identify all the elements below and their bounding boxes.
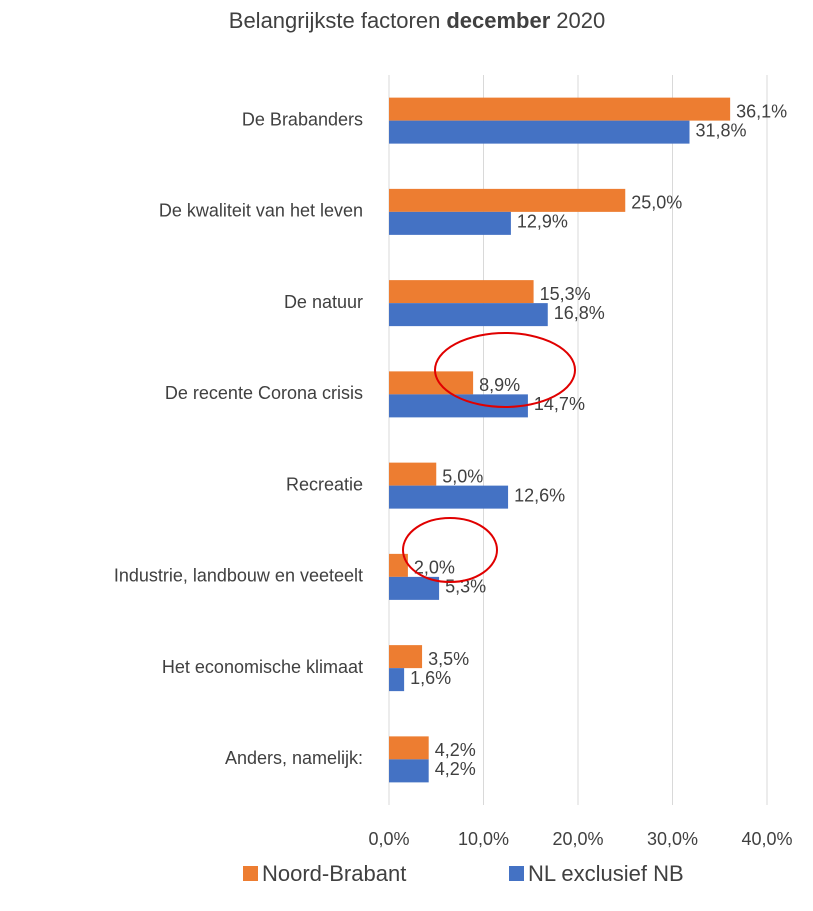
bar bbox=[389, 576, 440, 600]
bar bbox=[389, 553, 408, 577]
legend-label: Noord-Brabant bbox=[262, 861, 406, 886]
bar bbox=[389, 211, 511, 235]
bar bbox=[389, 371, 474, 395]
value-label: 5,0% bbox=[442, 466, 483, 486]
value-label: 15,3% bbox=[540, 284, 591, 304]
y-tick-label: Anders, namelijk: bbox=[225, 748, 363, 768]
value-label: 31,8% bbox=[696, 120, 747, 140]
bar bbox=[389, 759, 429, 783]
bar bbox=[389, 120, 690, 144]
legend-swatch bbox=[509, 866, 524, 881]
value-label: 2,0% bbox=[414, 558, 455, 578]
x-tick-label: 30,0% bbox=[647, 829, 698, 849]
value-label: 14,7% bbox=[534, 394, 585, 414]
value-label: 4,2% bbox=[435, 759, 476, 779]
highlight-circle bbox=[434, 332, 576, 408]
bar bbox=[389, 668, 405, 692]
value-label: 16,8% bbox=[554, 303, 605, 323]
bar bbox=[389, 394, 528, 418]
bar bbox=[389, 485, 509, 509]
y-tick-label: De kwaliteit van het leven bbox=[159, 201, 363, 221]
plot: 0,0% 10,0% 20,0% 30,0% 40,0% De Brabanders 36,… bbox=[114, 75, 793, 886]
value-label: 25,0% bbox=[631, 193, 682, 213]
x-tick-label: 10,0% bbox=[458, 829, 509, 849]
title-part: december bbox=[446, 8, 550, 33]
y-tick-label: De Brabanders bbox=[242, 109, 363, 129]
value-label: 8,9% bbox=[479, 375, 520, 395]
bar bbox=[389, 303, 548, 327]
value-label: 4,2% bbox=[435, 740, 476, 760]
bar bbox=[389, 462, 437, 486]
y-tick-label: De recente Corona crisis bbox=[165, 383, 363, 403]
legend-swatch bbox=[243, 866, 258, 881]
bar bbox=[389, 97, 731, 121]
bar bbox=[389, 645, 423, 669]
value-label: 12,6% bbox=[514, 485, 565, 505]
bar bbox=[389, 736, 429, 760]
title-part: Belangrijkste factoren bbox=[229, 8, 441, 33]
value-label: 36,1% bbox=[736, 101, 787, 121]
x-tick-label: 20,0% bbox=[552, 829, 603, 849]
bar bbox=[389, 280, 534, 304]
x-tick-label: 0,0% bbox=[368, 829, 409, 849]
y-tick-label: De natuur bbox=[284, 292, 363, 312]
y-tick-label: Industrie, landbouw en veeteelt bbox=[114, 566, 363, 586]
title-part: 2020 bbox=[556, 8, 605, 33]
value-label: 12,9% bbox=[517, 212, 568, 232]
y-tick-label: Recreatie bbox=[286, 474, 363, 494]
bar bbox=[389, 188, 626, 212]
x-tick-label: 40,0% bbox=[741, 829, 792, 849]
chart-title: Belangrijkste factoren december 2020 bbox=[229, 8, 605, 33]
value-label: 3,5% bbox=[428, 649, 469, 669]
y-tick-label: Het economische klimaat bbox=[162, 657, 363, 677]
value-label: 1,6% bbox=[410, 668, 451, 688]
highlight-circle bbox=[402, 517, 498, 583]
legend-label: NL exclusief NB bbox=[528, 861, 684, 886]
